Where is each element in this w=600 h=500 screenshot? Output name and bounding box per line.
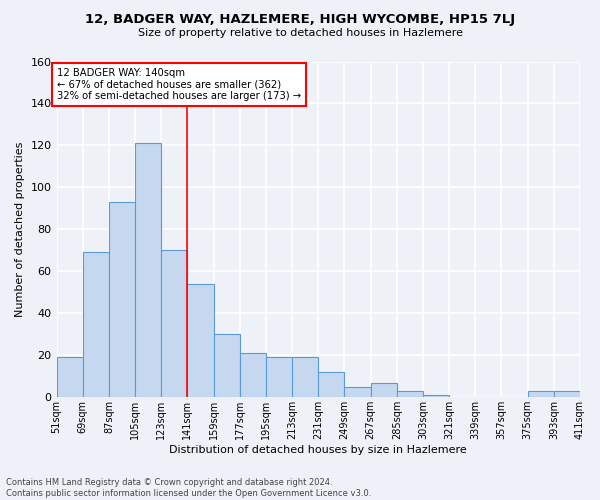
Bar: [135, 144, 161, 398]
Bar: [83, 252, 109, 398]
Bar: [554, 391, 580, 398]
Bar: [56, 358, 83, 398]
Bar: [161, 250, 187, 398]
Bar: [266, 358, 292, 398]
Bar: [527, 391, 554, 398]
Bar: [397, 391, 423, 398]
Bar: [318, 372, 344, 398]
Y-axis label: Number of detached properties: Number of detached properties: [15, 142, 25, 317]
Bar: [423, 395, 449, 398]
Text: 12 BADGER WAY: 140sqm
← 67% of detached houses are smaller (362)
32% of semi-det: 12 BADGER WAY: 140sqm ← 67% of detached …: [57, 68, 301, 101]
Bar: [214, 334, 240, 398]
Text: 12, BADGER WAY, HAZLEMERE, HIGH WYCOMBE, HP15 7LJ: 12, BADGER WAY, HAZLEMERE, HIGH WYCOMBE,…: [85, 12, 515, 26]
Bar: [109, 202, 135, 398]
Bar: [292, 358, 318, 398]
Bar: [187, 284, 214, 398]
X-axis label: Distribution of detached houses by size in Hazlemere: Distribution of detached houses by size …: [169, 445, 467, 455]
Bar: [371, 382, 397, 398]
Bar: [344, 387, 371, 398]
Text: Size of property relative to detached houses in Hazlemere: Size of property relative to detached ho…: [137, 28, 463, 38]
Text: Contains HM Land Registry data © Crown copyright and database right 2024.
Contai: Contains HM Land Registry data © Crown c…: [6, 478, 371, 498]
Bar: [240, 353, 266, 398]
